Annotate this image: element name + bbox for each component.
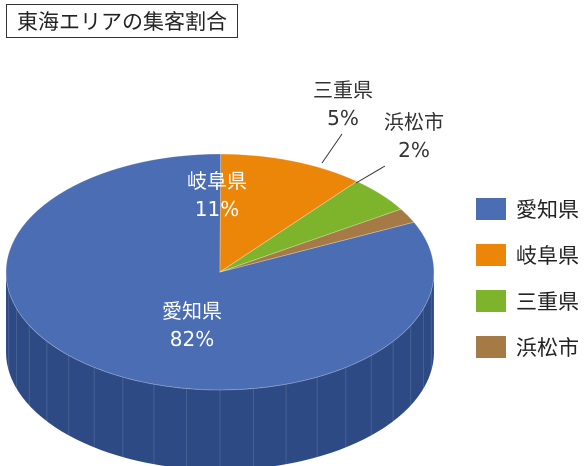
pie-tops	[5, 153, 435, 391]
legend-label: 岐阜県	[516, 244, 579, 268]
leader-line-mie	[321, 133, 343, 164]
legend: 愛知県 岐阜県 三重県 浜松市	[476, 186, 579, 370]
slice-label-gifu: 岐阜県	[187, 169, 247, 193]
pie-sides	[6, 272, 435, 466]
legend-swatch	[476, 290, 506, 312]
legend-swatch	[476, 198, 506, 220]
slice-value-gifu: 11%	[195, 197, 239, 221]
legend-item-aichi: 愛知県	[476, 186, 579, 232]
slice-aichi	[5, 153, 435, 391]
slice-value-hamamatsu: 2%	[398, 138, 430, 162]
legend-label: 三重県	[516, 290, 579, 314]
slice-label-mie: 三重県	[313, 78, 373, 102]
slice-value-aichi: 82%	[170, 327, 214, 351]
slice-mie	[219, 180, 402, 273]
legend-label: 浜松市	[516, 336, 579, 360]
legend-swatch	[476, 336, 506, 358]
slice-gifu	[219, 153, 358, 273]
legend-label: 愛知県	[516, 198, 579, 222]
leader-line-hamamatsu	[355, 165, 386, 184]
chart-title: 東海エリアの集客割合	[6, 4, 238, 38]
slice-value-mie: 5%	[327, 106, 359, 130]
slice-label-hamamatsu: 浜松市	[384, 110, 444, 134]
slice-label-aichi: 愛知県	[162, 299, 222, 323]
legend-item-mie: 三重県	[476, 278, 579, 324]
legend-item-gifu: 岐阜県	[476, 232, 579, 278]
slice-hamamatsu	[219, 208, 415, 273]
legend-swatch	[476, 244, 506, 266]
legend-item-hamamatsu: 浜松市	[476, 324, 579, 370]
slice-side-aichi	[6, 272, 434, 466]
pie-labels: 愛知県 82% 岐阜県 11% 三重県 5% 浜松市 2%	[162, 78, 444, 351]
